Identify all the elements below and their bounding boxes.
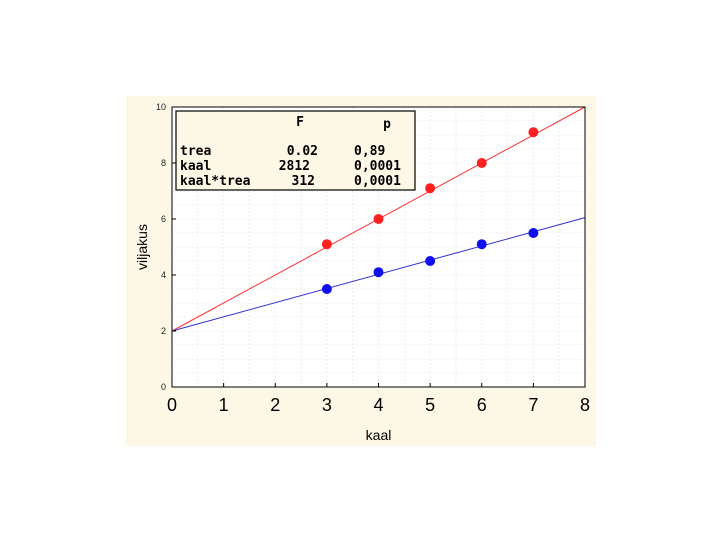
stats-table: F p trea 0.02 0,89 kaal 2812 0,0001 kaal… [175,110,416,191]
data-points [321,127,539,294]
x-ticks: 0 1 2 3 4 5 6 7 8 [167,383,590,415]
chart-panel: 0 2 4 6 8 10 0 1 2 3 4 5 6 7 8 kaal viljakus F p trea… [126,96,596,446]
y-tick-label: 8 [161,158,166,168]
scatter-chart: 0 2 4 6 8 10 0 1 2 3 4 5 6 7 8 kaal viljakus F p trea… [134,102,590,443]
stats-row-label: kaal [180,159,211,174]
y-tick-label: 0 [161,382,166,392]
data-point [425,256,436,266]
stats-header-f: F [296,115,304,130]
y-axis-label: viljakus [134,224,150,270]
data-point [321,239,332,250]
stats-header-p: p [383,117,391,132]
stats-row-p: 0,0001 [354,159,401,174]
x-tick-label: 2 [270,395,280,415]
stats-row-label: trea [180,144,211,159]
x-tick-label: 6 [477,395,487,415]
x-axis-label: kaal [366,427,392,443]
x-tick-label: 7 [528,395,538,415]
stats-table-border [175,110,416,191]
x-tick-label: 8 [580,395,590,415]
stats-row-p: 0,89 [354,144,385,159]
data-point [528,228,539,238]
y-tick-label: 4 [161,270,166,280]
stats-row-f: 312 [292,174,315,189]
y-tick-label: 6 [161,214,166,224]
data-point [476,239,487,250]
data-point [321,284,332,294]
data-point [425,183,436,194]
data-point [373,214,384,224]
stats-row-f: 0.02 [287,144,318,159]
x-tick-label: 4 [373,395,383,415]
y-ticks: 0 2 4 6 8 10 [156,102,176,392]
y-tick-label: 10 [156,102,166,112]
x-tick-label: 5 [425,395,435,415]
stats-row-f: 2812 [279,159,310,174]
x-tick-label: 1 [219,395,229,415]
data-point [528,127,539,138]
stats-row-label: kaal*trea [180,174,251,189]
x-tick-label: 0 [167,395,177,415]
data-point [476,158,487,168]
stats-row-p: 0,0001 [354,174,401,189]
data-point [373,267,384,278]
y-tick-label: 2 [161,326,166,336]
x-tick-label: 3 [322,395,332,415]
